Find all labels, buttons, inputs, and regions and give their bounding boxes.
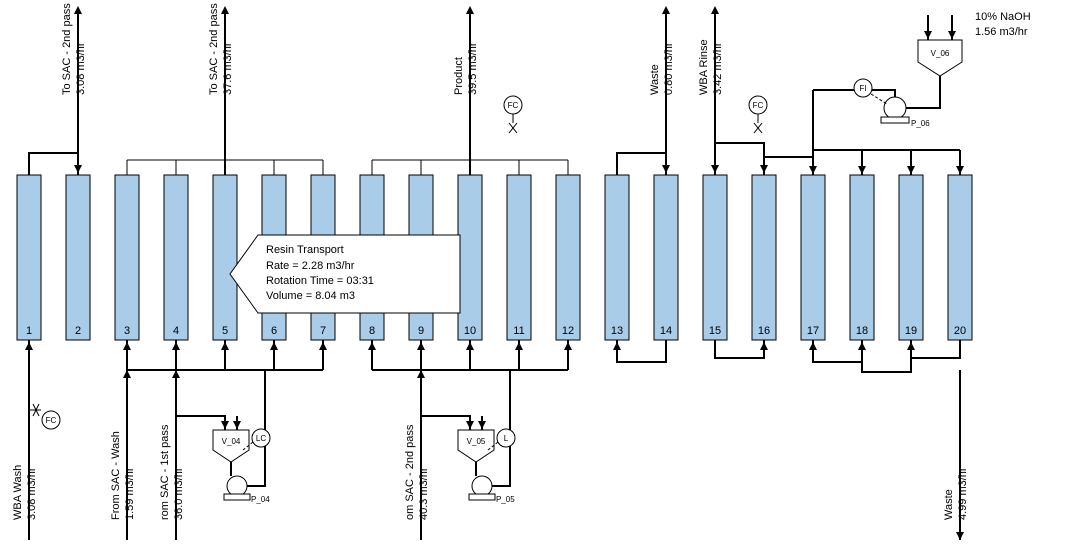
column-number: 7 [320,325,326,337]
svg-text:P_06: P_06 [911,119,930,128]
feed-label: WBA Wash [12,465,24,520]
column-number: 20 [954,325,966,337]
column-16 [752,175,776,340]
column-number: 6 [271,325,277,337]
feed-rate: 40.3 m3/hr [418,467,430,520]
column-number: 18 [856,325,868,337]
column-19 [899,175,923,340]
callout-title: Resin Transport [266,244,344,256]
column-number: 2 [75,325,81,337]
pump-P_04 [227,476,247,496]
svg-text:FI: FI [859,84,866,93]
column-12 [556,175,580,340]
stream-label: Product [453,57,465,95]
stream-label: To SAC - 2nd pass [61,3,73,95]
svg-text:LC: LC [256,434,266,443]
column-13 [605,175,629,340]
svg-text:V_04: V_04 [222,437,241,446]
naoh-rate: 1.56 m3/hr [975,26,1028,38]
stream-label: Waste [649,64,661,95]
column-20 [948,175,972,340]
svg-text:L: L [504,434,509,443]
column-2 [66,175,90,340]
stream-rate: 0.80 m3/hr [663,42,675,95]
column-10 [458,175,482,340]
stream-rate: 39.5 m3/hr [467,42,479,95]
pump-p06 [884,97,906,119]
column-18 [850,175,874,340]
stream-rate: 3.08 m3/hr [75,42,87,95]
column-15 [703,175,727,340]
feed-rate: 1.59 m3/hr [124,467,136,520]
column-number: 17 [807,325,819,337]
column-number: 1 [26,325,32,337]
tank-v06 [918,40,962,76]
svg-text:FC: FC [753,101,764,110]
column-1 [17,175,41,340]
column-11 [507,175,531,340]
tank-V_05 [458,430,494,462]
stream-rate: 37.6 m3/hr [222,42,234,95]
callout-line: Rotation Time = 03:31 [266,275,374,287]
feed-label: Waste [943,489,955,520]
feed-rate: 3.08 m3/hr [26,467,38,520]
column-number: 13 [611,325,623,337]
tank-V_04 [213,430,249,462]
column-number: 5 [222,325,228,337]
column-5 [213,175,237,340]
column-number: 19 [905,325,917,337]
feed-label: om SAC - 2nd pass [404,424,416,520]
callout-line: Rate = 2.28 m3/hr [266,260,355,272]
column-number: 8 [369,325,375,337]
stream-label: WBA Rinse [698,39,710,95]
naoh-label: 10% NaOH [975,11,1031,23]
pump-P_05 [472,476,492,496]
column-17 [801,175,825,340]
feed-rate: 36.0 m3/hr [173,467,185,520]
feed-label: rom SAC - 1st pass [159,424,171,520]
column-number: 10 [464,325,476,337]
column-4 [164,175,188,340]
column-number: 12 [562,325,574,337]
svg-text:FC: FC [508,101,519,110]
svg-text:P_05: P_05 [496,495,515,504]
column-number: 14 [660,325,672,337]
feed-label: From SAC - Wash [110,431,122,520]
feed-rate: 4.99 m3/hr [957,467,969,520]
callout-line: Volume = 8.04 m3 [266,290,355,302]
svg-text:V_05: V_05 [467,437,486,446]
column-number: 11 [513,325,524,337]
column-number: 15 [709,325,721,337]
svg-text:P_04: P_04 [251,495,270,504]
column-number: 16 [758,325,770,337]
stream-rate: 3.42 m3/hr [712,42,724,95]
column-number: 4 [173,325,179,337]
column-number: 9 [418,325,424,337]
column-14 [654,175,678,340]
svg-text:V_06: V_06 [931,49,950,58]
column-3 [115,175,139,340]
column-number: 3 [124,325,130,337]
svg-text:FC: FC [46,416,57,425]
stream-label: To SAC - 2nd pass [208,3,220,95]
